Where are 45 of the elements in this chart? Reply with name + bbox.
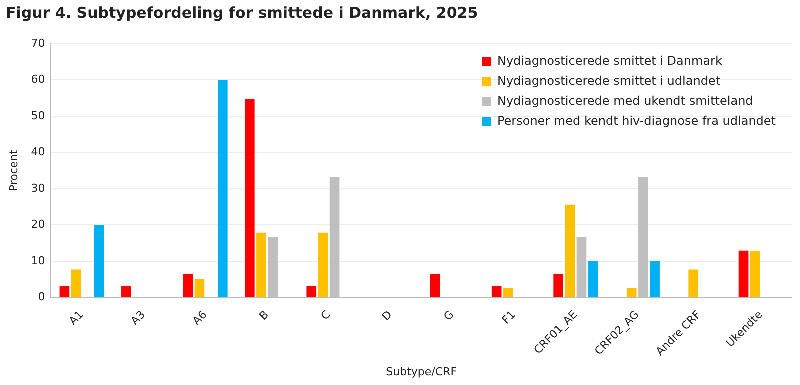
bar	[244, 99, 255, 298]
bar	[256, 232, 266, 298]
bar	[503, 288, 514, 298]
y-tick-label: 30	[31, 182, 46, 195]
legend-label: Nydiagnosticerede med ukendt smitteland	[497, 94, 754, 108]
bar	[626, 288, 637, 298]
x-tick-label: A6	[190, 308, 210, 328]
y-tick-label: 0	[38, 290, 46, 304]
x-axis-title: Subtype/CRF	[386, 365, 458, 378]
y-tick-label: 60	[31, 73, 46, 86]
bar	[318, 232, 328, 298]
bar	[688, 270, 699, 298]
x-tick-label: B	[256, 308, 272, 323]
y-tick-label: 70	[31, 36, 46, 50]
legend-label: Nydiagnosticerede smittet i udlandet	[497, 74, 721, 88]
bar	[94, 225, 104, 298]
x-tick-label: C	[318, 308, 334, 323]
x-tick-label: G	[441, 308, 457, 324]
y-tick-label: 40	[31, 146, 46, 159]
bar	[650, 261, 660, 298]
bar	[60, 286, 70, 298]
bar	[750, 251, 760, 298]
x-tick-label: A3	[128, 308, 148, 328]
x-tick-label: D	[380, 308, 395, 324]
bar	[588, 261, 598, 298]
bar	[738, 250, 749, 298]
y-tick-label: 10	[31, 254, 46, 268]
bar	[430, 274, 440, 298]
legend-label: Personer med kendt hiv-diagnose fra udlandet	[497, 114, 776, 128]
x-tick-label: A1	[66, 308, 86, 328]
bar	[194, 279, 205, 298]
bar	[492, 286, 502, 298]
bar	[554, 274, 564, 298]
x-tick-label: F1	[500, 308, 518, 327]
bar	[218, 80, 228, 298]
y-axis-title: Procent	[7, 149, 20, 192]
bar	[71, 270, 82, 298]
bar	[183, 274, 194, 298]
y-tick-label: 50	[31, 109, 46, 122]
bar	[565, 204, 576, 298]
y-tick-label: 20	[31, 218, 46, 232]
bar	[122, 286, 132, 298]
bar	[306, 286, 317, 298]
chart-title: Figur 4. Subtypefordeling for smittede i Danmark, 2025	[6, 4, 478, 22]
legend-label: Nydiagnosticerede smittet i Danmark	[497, 54, 722, 68]
